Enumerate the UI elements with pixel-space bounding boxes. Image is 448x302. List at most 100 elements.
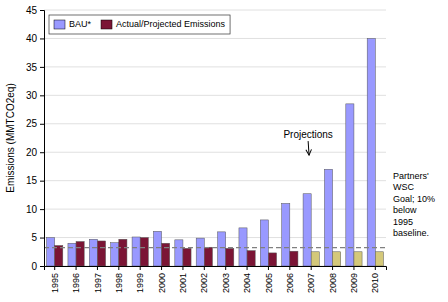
y-tick-mark xyxy=(40,10,44,11)
x-tick: 2008 xyxy=(328,266,338,293)
x-tick-mark xyxy=(289,266,290,270)
bar xyxy=(226,248,234,266)
x-tick-mark xyxy=(54,266,55,270)
y-tick-mark xyxy=(40,67,44,68)
y-axis-title: Emissions (MMTCO2eq) xyxy=(5,83,16,192)
reference-label-line: WSC xyxy=(393,182,414,192)
x-tick: 1995 xyxy=(50,266,60,293)
bar xyxy=(111,243,119,266)
bar xyxy=(97,241,105,266)
annotation-arrow xyxy=(308,141,310,155)
bar xyxy=(218,232,226,266)
grid xyxy=(44,10,386,266)
bar xyxy=(290,251,298,266)
bar xyxy=(175,240,183,266)
grid-line xyxy=(44,237,386,238)
y-tick: 40 xyxy=(26,33,44,44)
bar xyxy=(367,38,375,266)
x-tick: 2003 xyxy=(221,266,231,293)
x-tick-mark xyxy=(311,266,312,270)
y-axis-line xyxy=(40,11,45,267)
y-tick-mark xyxy=(40,95,44,96)
y-tick: 5 xyxy=(31,232,44,243)
bar xyxy=(346,104,354,266)
legend-item: BAU* xyxy=(54,19,92,29)
reference-label-line: 1995 xyxy=(393,217,413,227)
x-tick-label: 2005 xyxy=(264,273,274,293)
x-tick-mark xyxy=(76,266,77,270)
bar xyxy=(162,243,170,266)
y-tick-mark xyxy=(40,152,44,153)
y-tick: 35 xyxy=(26,62,44,73)
bar xyxy=(140,238,148,266)
x-tick: 1997 xyxy=(93,266,103,293)
x-tick: 2002 xyxy=(199,266,209,293)
x-tick: 2000 xyxy=(157,266,167,293)
x-tick-mark xyxy=(140,266,141,270)
x-tick: 2001 xyxy=(178,266,188,293)
bar-series xyxy=(47,38,376,266)
x-axis: 1995199619971998199920002001200220032004… xyxy=(45,266,387,293)
grid-line xyxy=(44,180,386,181)
legend-label: BAU* xyxy=(69,19,92,29)
bar xyxy=(196,238,204,266)
grid-line xyxy=(44,152,386,153)
annotation: Projections xyxy=(283,129,332,155)
bar xyxy=(324,169,332,266)
plot: 1995199619971998199920002001200220032004… xyxy=(26,5,387,293)
x-tick-label: 2002 xyxy=(199,273,209,293)
reference-label: Partners'WSCGoal; 10%below1995baseline. xyxy=(393,171,435,239)
x-tick-label: 1997 xyxy=(93,273,103,293)
y-tick-label: 20 xyxy=(26,147,38,158)
y-tick-label: 25 xyxy=(26,118,38,129)
y-tick: 20 xyxy=(26,147,44,158)
x-tick: 2007 xyxy=(306,266,316,293)
legend: BAU*Actual/Projected Emissions xyxy=(49,15,230,34)
bar xyxy=(89,239,97,266)
y-tick-label: 0 xyxy=(31,261,37,272)
bar xyxy=(282,203,290,266)
x-tick-label: 2001 xyxy=(178,273,188,293)
x-tick-label: 2003 xyxy=(221,273,231,293)
grid-line xyxy=(44,66,386,67)
grid-line xyxy=(44,95,386,96)
y-tick-mark xyxy=(40,124,44,125)
y-tick-label: 30 xyxy=(26,90,38,101)
bar xyxy=(260,220,268,266)
x-tick: 2009 xyxy=(349,266,359,293)
x-tick-mark xyxy=(247,266,248,270)
legend-swatch xyxy=(101,20,112,29)
y-tick-mark xyxy=(40,238,44,239)
x-axis-line xyxy=(45,267,387,271)
y-tick-mark xyxy=(40,38,44,39)
x-tick-mark xyxy=(375,266,376,270)
x-tick: 2010 xyxy=(370,266,380,293)
bar xyxy=(55,246,63,266)
y-tick: 25 xyxy=(26,118,44,129)
bar xyxy=(119,239,127,266)
reference-label-line: Goal; 10% xyxy=(393,194,435,204)
x-tick-label: 2000 xyxy=(157,273,167,293)
bar-series xyxy=(55,238,384,266)
bar xyxy=(132,237,140,266)
x-tick-label: 2004 xyxy=(242,273,252,293)
x-tick-label: 1995 xyxy=(50,273,60,293)
reference-label-line: baseline. xyxy=(393,228,429,238)
x-tick-mark xyxy=(268,266,269,270)
bar xyxy=(204,247,212,266)
x-tick-label: 1999 xyxy=(135,273,145,293)
chart-container: 1995199619971998199920002001200220032004… xyxy=(0,0,448,302)
bar xyxy=(247,251,255,266)
bar xyxy=(183,248,191,266)
annotation-text: Projections xyxy=(283,129,332,140)
chart-svg: 1995199619971998199920002001200220032004… xyxy=(0,0,448,302)
bar xyxy=(76,242,84,266)
x-tick-mark xyxy=(225,266,226,270)
x-tick: 1999 xyxy=(135,266,145,293)
bar xyxy=(268,253,276,266)
reference-line xyxy=(44,247,386,248)
y-tick-label: 15 xyxy=(26,175,38,186)
x-tick-mark xyxy=(161,266,162,270)
bar xyxy=(311,252,319,266)
y-tick-label: 40 xyxy=(26,33,38,44)
